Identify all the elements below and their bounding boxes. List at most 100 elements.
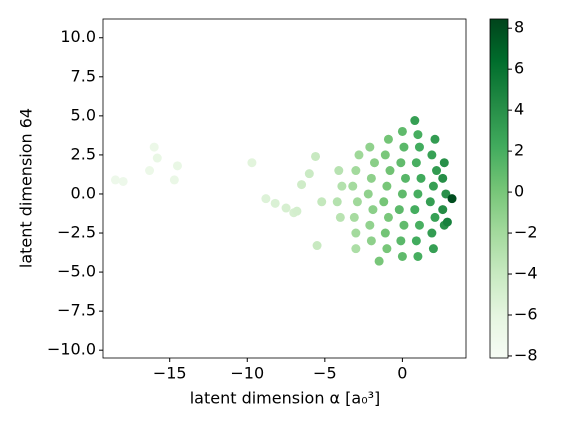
point xyxy=(368,205,378,215)
point xyxy=(366,173,376,183)
colorbar-tick-label: 8 xyxy=(514,18,524,37)
point xyxy=(351,244,361,254)
point xyxy=(348,181,358,191)
point xyxy=(365,142,375,152)
point xyxy=(430,212,440,222)
point xyxy=(414,142,424,152)
point xyxy=(447,194,457,204)
colorbar-tick-label: 4 xyxy=(514,100,524,119)
point xyxy=(442,217,452,227)
point xyxy=(428,244,438,254)
point xyxy=(425,197,435,207)
plot-frame xyxy=(102,18,467,359)
point xyxy=(413,130,423,140)
point xyxy=(169,175,179,185)
point xyxy=(385,166,395,176)
point xyxy=(383,212,393,222)
point xyxy=(261,194,271,204)
colorbar xyxy=(489,18,509,359)
point xyxy=(149,142,159,152)
point xyxy=(383,134,393,144)
y-tick-label: 7.5 xyxy=(71,66,96,85)
x-tick-label: −15 xyxy=(153,364,187,383)
y-tick-label: 0.0 xyxy=(71,183,96,202)
x-axis-label: latent dimension α [a₀³] xyxy=(190,389,381,408)
y-tick-label: 10.0 xyxy=(60,27,96,46)
point xyxy=(401,173,410,183)
point xyxy=(312,241,322,251)
point xyxy=(438,205,448,215)
point xyxy=(411,158,421,168)
point xyxy=(281,203,291,213)
point xyxy=(297,180,307,190)
point xyxy=(351,228,361,238)
point xyxy=(382,244,392,254)
point xyxy=(428,181,438,191)
y-tick-label: −5.0 xyxy=(57,262,96,281)
y-tick-label: −7.5 xyxy=(57,301,96,320)
point xyxy=(335,212,345,222)
y-tick-label: 2.5 xyxy=(71,144,96,163)
point xyxy=(380,228,390,238)
y-axis-label: latent dimension 64 xyxy=(17,108,36,268)
point xyxy=(317,197,327,207)
colorbar-tick-label: 6 xyxy=(514,59,524,78)
x-tick-label: −10 xyxy=(230,364,264,383)
y-tick-label: 5.0 xyxy=(71,105,96,124)
colorbar-tick-label: −4 xyxy=(514,264,538,283)
x-tick-label: 0 xyxy=(397,364,407,383)
point xyxy=(396,236,406,246)
point xyxy=(439,158,449,168)
point xyxy=(337,181,347,191)
point xyxy=(311,151,321,161)
point xyxy=(380,150,390,160)
point xyxy=(118,176,128,186)
point xyxy=(349,212,359,222)
point xyxy=(145,166,155,176)
point xyxy=(363,189,373,199)
point xyxy=(413,251,423,261)
y-tick-label: −2.5 xyxy=(57,223,96,242)
point xyxy=(352,197,362,207)
point xyxy=(110,175,120,185)
point xyxy=(427,150,437,160)
point xyxy=(379,197,389,207)
point xyxy=(369,158,379,168)
point xyxy=(397,126,407,136)
point xyxy=(430,134,440,144)
colorbar-tick-label: −8 xyxy=(514,345,538,364)
point xyxy=(427,228,437,238)
point xyxy=(172,161,182,171)
point xyxy=(382,181,392,191)
point xyxy=(365,220,375,230)
point xyxy=(410,116,420,126)
point xyxy=(394,205,404,215)
point xyxy=(354,150,364,160)
point xyxy=(366,236,376,246)
point xyxy=(334,166,344,176)
point xyxy=(292,206,302,216)
point xyxy=(441,189,451,199)
point xyxy=(438,173,448,183)
point xyxy=(152,153,162,163)
point xyxy=(304,169,314,179)
point xyxy=(397,251,407,261)
y-tick-label: −10.0 xyxy=(47,340,96,359)
point xyxy=(270,198,280,208)
point xyxy=(247,158,257,168)
colorbar-tick-label: −6 xyxy=(514,304,538,323)
colorbar-tick-label: 2 xyxy=(514,141,524,160)
point xyxy=(414,220,424,230)
point xyxy=(396,158,406,168)
point xyxy=(332,197,342,207)
x-tick-label: −5 xyxy=(313,364,337,383)
point xyxy=(410,205,420,215)
colorbar-tick-label: 0 xyxy=(514,182,524,201)
point xyxy=(416,173,426,183)
colorbar-tick-label: −2 xyxy=(514,223,538,242)
point xyxy=(351,166,361,176)
point xyxy=(397,189,407,199)
point xyxy=(432,166,442,176)
point xyxy=(399,220,409,230)
